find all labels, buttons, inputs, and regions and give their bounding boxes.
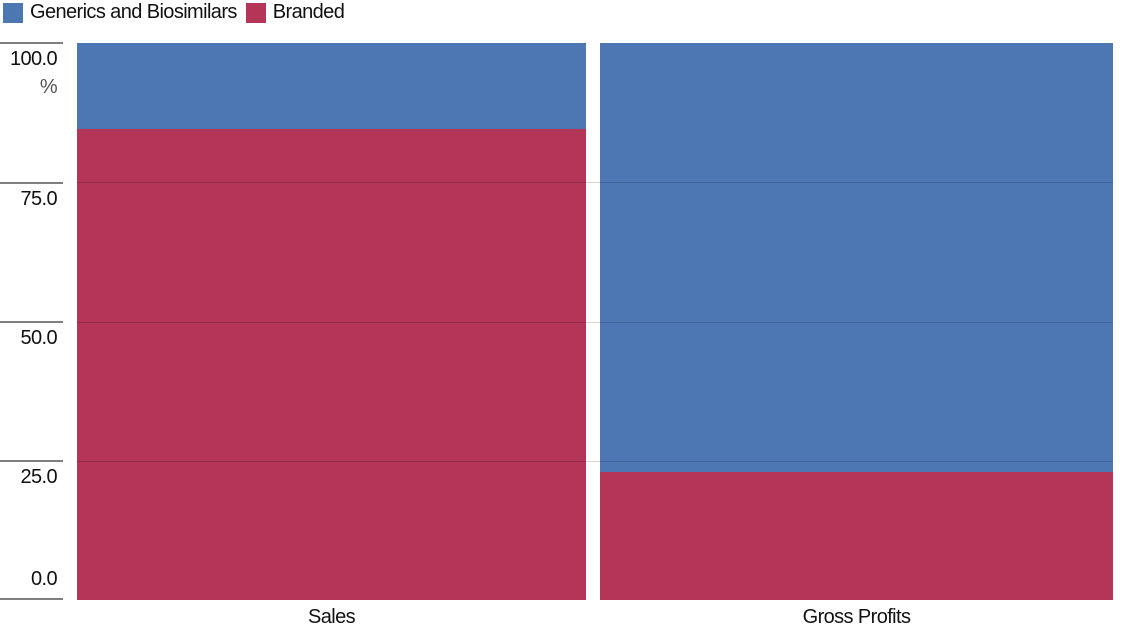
xlabel-gross-profits: Gross Profits xyxy=(802,606,911,628)
ytick-label-25: 25.0 xyxy=(20,466,57,488)
plot-area xyxy=(77,43,1113,600)
legend-label-branded: Branded xyxy=(272,1,345,23)
bar-gross-profits-generics-segment[interactable] xyxy=(600,43,1113,472)
y-axis-unit-label: % xyxy=(39,76,58,98)
bar-gross-profits-branded-segment[interactable] xyxy=(600,471,1113,600)
ytick-line-0 xyxy=(0,598,63,600)
legend-item-branded[interactable]: Branded xyxy=(245,1,345,24)
branded-legend-swatch-icon xyxy=(245,2,266,23)
ytick-label-0: 0.0 xyxy=(30,568,58,590)
legend: Generics and Biosimilars Branded xyxy=(3,1,345,24)
legend-item-generics[interactable]: Generics and Biosimilars xyxy=(3,1,237,24)
generics-legend-swatch-icon xyxy=(3,2,23,23)
ytick-line-25 xyxy=(0,460,63,462)
bar-sales[interactable] xyxy=(77,43,586,600)
ytick-label-100: 100.0 xyxy=(9,48,58,70)
bar-sales-branded-segment[interactable] xyxy=(77,128,586,600)
ytick-line-50 xyxy=(0,321,63,323)
legend-label-generics: Generics and Biosimilars xyxy=(30,1,237,23)
ytick-label-50: 50.0 xyxy=(20,327,57,349)
bar-gross-profits[interactable] xyxy=(600,43,1113,600)
bar-sales-generics-segment[interactable] xyxy=(77,43,586,129)
ytick-label-75: 75.0 xyxy=(20,188,57,210)
xlabel-sales: Sales xyxy=(307,606,356,628)
ytick-line-75 xyxy=(0,182,63,184)
ytick-line-100 xyxy=(0,42,63,44)
